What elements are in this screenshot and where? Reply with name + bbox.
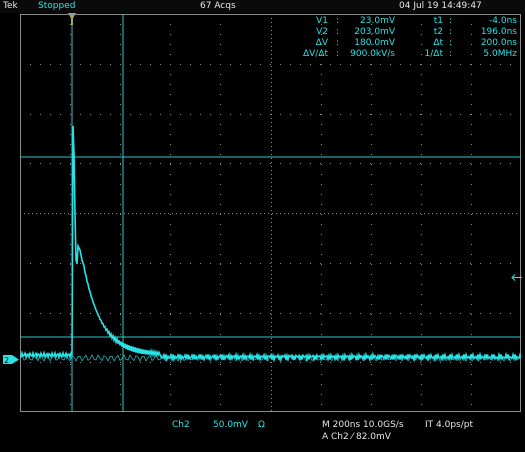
status-bar: Tek Stopped 67 Acqs 04 Jul 19 14:49:47 bbox=[0, 0, 525, 13]
brand-label: Tek bbox=[3, 1, 18, 11]
t2-sep: : bbox=[449, 27, 453, 37]
dv-dt-sep: : bbox=[336, 49, 340, 59]
interpolation-readout: IT 4.0ps/pt bbox=[425, 420, 474, 430]
timebase-readout: M 200ns 10.0GS/s bbox=[322, 420, 404, 430]
delta-t-sep: : bbox=[449, 38, 453, 48]
trigger-readout: A Ch2 ⁄ 82.0mV bbox=[322, 432, 391, 442]
v2-label: V2 bbox=[316, 27, 328, 37]
inv-delta-t-sep: : bbox=[449, 49, 453, 59]
run-state-label: Stopped bbox=[38, 1, 76, 11]
v1-label: V1 bbox=[316, 16, 328, 26]
dv-dt-label: ΔV/Δt bbox=[302, 49, 328, 59]
t1-label: t1 bbox=[433, 16, 443, 26]
delta-t-value: 200.0ns bbox=[480, 38, 517, 48]
t2-value: 196.0ns bbox=[480, 27, 517, 37]
trigger-level-arrow-icon[interactable] bbox=[510, 273, 522, 282]
dv-dt-value: 900.0kV/s bbox=[350, 49, 395, 59]
delta-v-label: ΔV bbox=[315, 38, 328, 48]
acquisition-count: 67 Acqs bbox=[200, 1, 236, 11]
ch2-waveform-trace bbox=[20, 125, 521, 363]
channel-2-ground-marker-icon[interactable]: 2 bbox=[3, 355, 19, 364]
channel-label: Ch2 bbox=[172, 420, 190, 430]
ch2-waveform-noise bbox=[20, 354, 521, 362]
v2-sep: : bbox=[336, 27, 340, 37]
v2-value: 203.0mV bbox=[354, 27, 395, 37]
t1-sep: : bbox=[449, 16, 453, 26]
grid-dots bbox=[20, 14, 521, 412]
delta-v-sep: : bbox=[336, 38, 340, 48]
svg-text:2: 2 bbox=[4, 356, 9, 364]
inv-delta-t-label: 1/Δt bbox=[424, 49, 443, 59]
delta-v-value: 180.0mV bbox=[354, 38, 395, 48]
waveform-graticule bbox=[20, 14, 521, 412]
coupling-icon: Ω bbox=[258, 420, 265, 430]
v1-value: 23.0mV bbox=[360, 16, 395, 26]
delta-t-label: Δt bbox=[433, 38, 443, 48]
date-time: 04 Jul 19 14:49:47 bbox=[399, 1, 482, 11]
t1-value: -4.0ns bbox=[489, 16, 517, 26]
vertical-scale: 50.0mV bbox=[213, 420, 248, 430]
v1-sep: : bbox=[336, 16, 340, 26]
t2-label: t2 bbox=[433, 27, 443, 37]
bottom-status-bar: Ch2 50.0mV Ω M 200ns 10.0GS/s IT 4.0ps/p… bbox=[0, 414, 525, 452]
graticule-border bbox=[20, 14, 521, 412]
inv-delta-t-value: 5.0MHz bbox=[483, 49, 517, 59]
